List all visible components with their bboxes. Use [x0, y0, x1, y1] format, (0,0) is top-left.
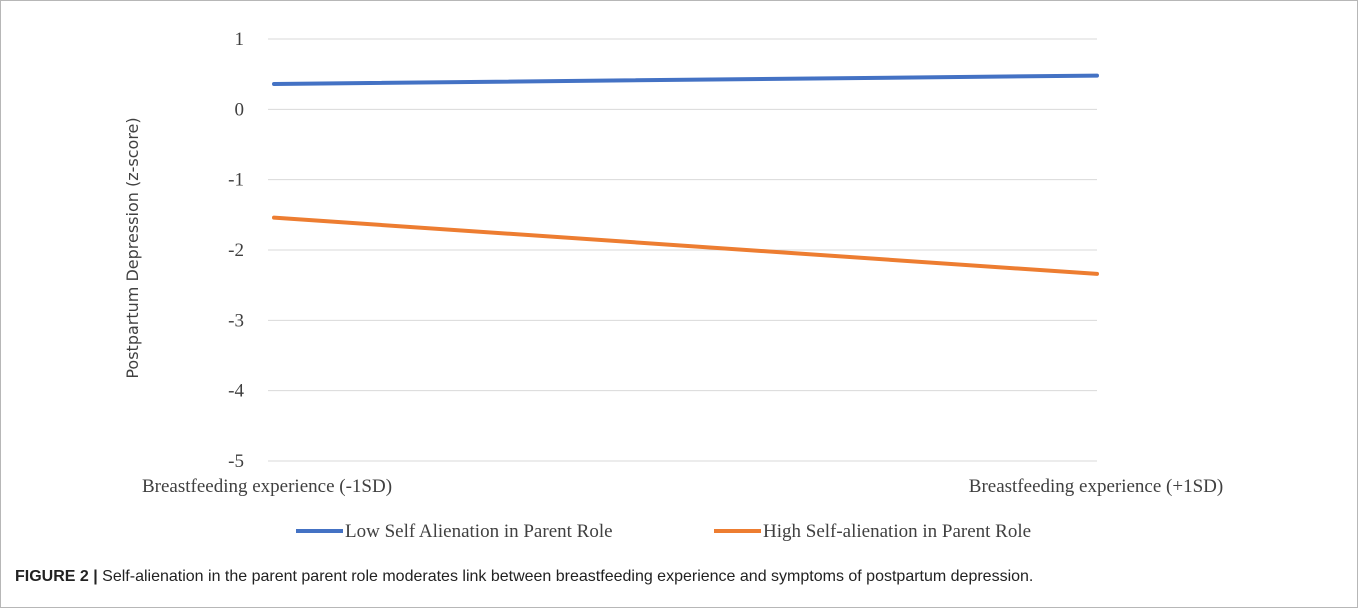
y-tick-label: -1 [228, 170, 244, 191]
series-lines [272, 73, 1099, 276]
y-axis-label: Postpartum Depression (z-score) [123, 117, 142, 378]
y-axis-ticks: 1 0 -1 -2 -3 -4 -5 [228, 29, 244, 472]
figure-caption: FIGURE 2 | Self-alienation in the parent… [15, 568, 1345, 586]
line-chart: 1 0 -1 -2 -3 -4 -5 Breastfeeding experience (-… [123, 29, 1223, 542]
legend-label: Low Self Alienation in Parent Role [345, 521, 613, 542]
x-axis-ticks: Breastfeeding experience (-1SD) Breastfee… [142, 476, 1223, 497]
y-tick-label: -3 [228, 310, 244, 331]
series-line-high-self-alienation [272, 215, 1099, 276]
y-tick-label: -4 [228, 381, 244, 402]
x-tick-label: Breastfeeding experience (-1SD) [142, 476, 392, 497]
series-line-low-self-alienation [272, 73, 1099, 87]
caption-label: FIGURE 2 | [15, 568, 98, 585]
y-tick-label: -5 [228, 451, 244, 472]
gridlines [268, 38, 1097, 462]
caption-text: Self-alienation in the parent parent rol… [97, 568, 1034, 585]
y-tick-label: 0 [235, 99, 245, 120]
legend-label: High Self-alienation in Parent Role [763, 521, 1031, 542]
legend: Low Self Alienation in Parent Role High S… [296, 521, 1031, 542]
x-tick-label: Breastfeeding experience (+1SD) [969, 476, 1223, 497]
y-tick-label: -2 [228, 240, 244, 261]
y-tick-label: 1 [235, 29, 245, 50]
